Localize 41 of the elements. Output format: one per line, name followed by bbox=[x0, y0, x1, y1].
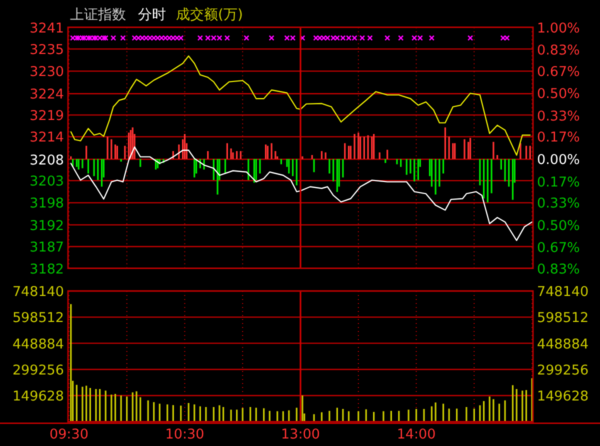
x-tick-label: 14:00 bbox=[396, 426, 436, 443]
y-tick-label: 3182 bbox=[30, 261, 64, 278]
y-tick-label: 3187 bbox=[30, 240, 64, 256]
y-tick-label: 3198 bbox=[30, 196, 64, 212]
y2-tick-label: 0.83% bbox=[537, 42, 580, 59]
y2-tick-label: 0.00% bbox=[537, 152, 580, 168]
y-tick-label: 448884 bbox=[12, 336, 64, 352]
y-tick-label: 748140 bbox=[12, 284, 64, 300]
y2-tick-label: 0.50% bbox=[537, 86, 580, 102]
y2-tick-label: 598512 bbox=[537, 310, 589, 326]
y2-tick-label: 149628 bbox=[537, 388, 589, 405]
y-tick-label: 3203 bbox=[30, 174, 64, 190]
y-tick-label: 598512 bbox=[12, 310, 64, 326]
chart-subtitle: 分时 bbox=[138, 7, 166, 23]
y2-tick-label: 748140 bbox=[537, 284, 589, 300]
y-tick-label: 3235 bbox=[30, 42, 64, 58]
x-tick-label: 10:30 bbox=[165, 426, 204, 443]
y-tick-label: 3219 bbox=[30, 108, 64, 124]
y-tick-label: 3224 bbox=[30, 86, 64, 103]
y2-tick-label: 299256 bbox=[537, 362, 589, 378]
x-tick-label: 13:00 bbox=[281, 426, 320, 443]
y2-tick-label: 0.17% bbox=[537, 130, 580, 146]
y2-tick-label: 0.33% bbox=[537, 195, 580, 212]
y2-tick-label: 0.67% bbox=[537, 64, 580, 80]
y-tick-label: 3214 bbox=[30, 130, 64, 146]
y-tick-label: 3208 bbox=[30, 152, 64, 168]
y2-tick-label: 0.83% bbox=[537, 261, 580, 278]
y2-tick-label: 448884 bbox=[537, 336, 589, 352]
y2-tick-label: 0.50% bbox=[537, 218, 580, 234]
y2-tick-label: 0.33% bbox=[537, 108, 580, 125]
x-tick-label: 09:30 bbox=[50, 426, 88, 443]
y2-tick-label: 0.17% bbox=[537, 174, 580, 190]
y-tick-label: 299256 bbox=[12, 362, 64, 378]
y2-tick-label: 1.00% bbox=[537, 20, 580, 36]
y-tick-label: 3192 bbox=[30, 218, 64, 234]
text: 成交额(万) bbox=[176, 7, 243, 23]
chart-title: 上证指数 bbox=[70, 7, 126, 23]
y-tick-label: 3230 bbox=[30, 64, 64, 80]
y-tick-label: 3241 bbox=[30, 20, 64, 36]
y-tick-label: 149628 bbox=[12, 388, 64, 405]
y2-tick-label: 0.67% bbox=[537, 240, 580, 256]
